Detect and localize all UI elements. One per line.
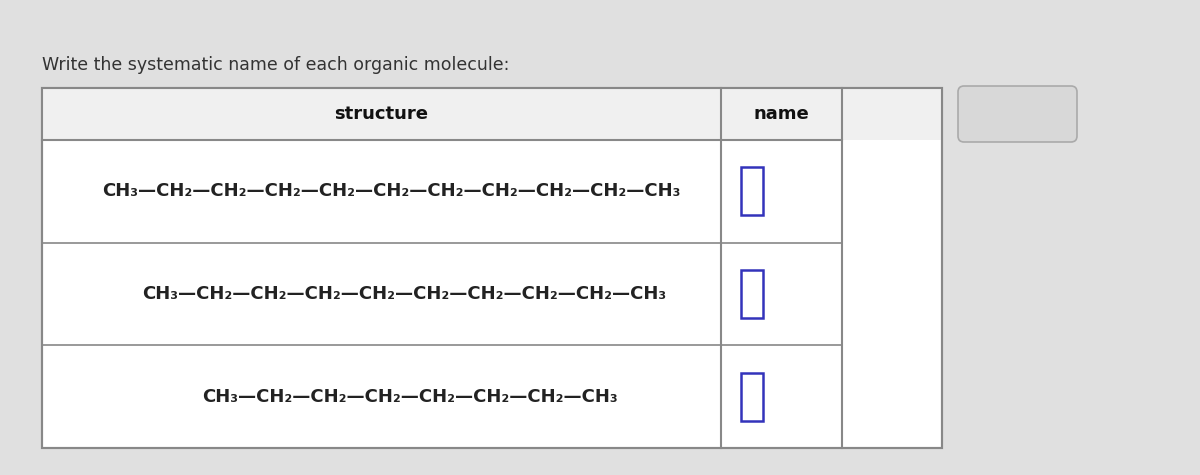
Bar <box>42 88 942 448</box>
Text: name: name <box>754 105 809 123</box>
Bar <box>742 270 763 318</box>
Text: structure: structure <box>335 105 428 123</box>
Text: CH₃—CH₂—CH₂—CH₂—CH₂—CH₂—CH₂—CH₂—CH₂—CH₂—CH₃: CH₃—CH₂—CH₂—CH₂—CH₂—CH₂—CH₂—CH₂—CH₂—CH₂—… <box>102 182 680 200</box>
FancyBboxPatch shape <box>958 86 1078 142</box>
Bar <box>742 167 763 215</box>
Text: ×: × <box>1009 104 1026 124</box>
Text: Write the systematic name of each organic molecule:: Write the systematic name of each organi… <box>42 56 509 74</box>
Bar <box>42 88 942 140</box>
Bar <box>742 373 763 421</box>
Text: CH₃—CH₂—CH₂—CH₂—CH₂—CH₂—CH₂—CH₃: CH₃—CH₂—CH₂—CH₂—CH₂—CH₂—CH₂—CH₃ <box>202 388 618 406</box>
Text: CH₃—CH₂—CH₂—CH₂—CH₂—CH₂—CH₂—CH₂—CH₂—CH₃: CH₃—CH₂—CH₂—CH₂—CH₂—CH₂—CH₂—CH₂—CH₂—CH₃ <box>142 285 666 303</box>
Bar <box>42 88 942 448</box>
